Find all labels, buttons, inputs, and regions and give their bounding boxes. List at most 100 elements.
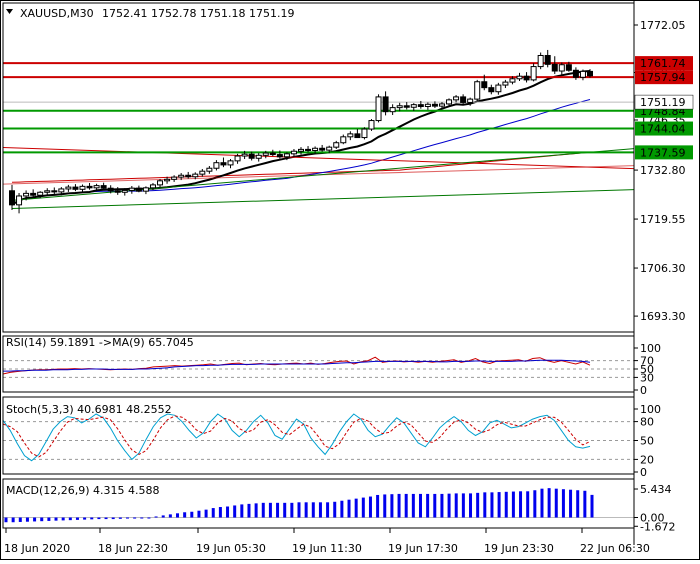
candle[interactable] <box>396 102 403 112</box>
candle[interactable] <box>305 146 312 153</box>
candle[interactable] <box>192 172 199 180</box>
candle[interactable] <box>255 153 262 162</box>
candle[interactable] <box>431 101 438 108</box>
candle[interactable] <box>460 94 467 105</box>
candle[interactable] <box>410 103 417 111</box>
candle[interactable] <box>248 151 255 161</box>
candle[interactable] <box>516 72 523 81</box>
candle[interactable] <box>298 147 304 155</box>
candle[interactable] <box>262 150 269 159</box>
candle[interactable] <box>523 72 530 83</box>
candle[interactable] <box>213 160 220 171</box>
candle[interactable] <box>164 176 171 184</box>
candle[interactable] <box>86 183 93 190</box>
candle[interactable] <box>551 56 558 74</box>
candle[interactable] <box>361 127 368 140</box>
candle[interactable] <box>312 146 319 154</box>
candle[interactable] <box>227 158 234 169</box>
candle[interactable] <box>326 145 333 154</box>
candle[interactable] <box>107 185 114 194</box>
candle[interactable] <box>579 69 586 81</box>
price-panel[interactable]: 1772.051759.201746.351732.801719.551706.… <box>2 19 694 323</box>
chart-menu-arrow-icon[interactable] <box>6 9 13 14</box>
candle[interactable] <box>544 49 551 68</box>
candle[interactable] <box>572 67 579 80</box>
candle[interactable] <box>44 188 51 196</box>
candle[interactable] <box>537 52 544 70</box>
candle[interactable] <box>269 149 276 157</box>
candle[interactable] <box>185 171 192 179</box>
candle[interactable] <box>72 184 79 192</box>
candle[interactable] <box>474 79 481 102</box>
candle[interactable] <box>389 104 396 116</box>
candle[interactable] <box>128 185 135 194</box>
candle[interactable] <box>495 82 502 95</box>
candle[interactable] <box>354 129 361 139</box>
candle[interactable] <box>283 152 290 161</box>
candle[interactable] <box>58 187 65 196</box>
candle[interactable] <box>16 193 23 214</box>
bull-candle-body <box>37 191 44 196</box>
candle[interactable] <box>93 183 100 192</box>
candle[interactable] <box>276 150 283 159</box>
candle[interactable] <box>481 74 488 91</box>
candle[interactable] <box>347 131 354 141</box>
candle[interactable] <box>241 150 248 159</box>
candle[interactable] <box>30 189 37 198</box>
candle[interactable] <box>488 84 495 95</box>
candle[interactable] <box>199 168 206 177</box>
candle[interactable] <box>23 190 30 201</box>
candle[interactable] <box>114 187 121 195</box>
candle[interactable] <box>9 184 15 211</box>
candle[interactable] <box>509 76 516 85</box>
candle[interactable] <box>171 175 178 182</box>
candle[interactable] <box>424 102 431 110</box>
candle[interactable] <box>375 94 382 123</box>
candle[interactable] <box>290 149 297 157</box>
candle[interactable] <box>206 166 213 174</box>
candle[interactable] <box>220 157 227 168</box>
panel-header-price: XAUUSD,M30 1752.41 1752.78 1751.18 1751.… <box>6 7 294 20</box>
candle[interactable] <box>340 134 347 145</box>
bear-candle-body <box>220 162 227 166</box>
macd-histogram-bar <box>290 502 294 518</box>
candle[interactable] <box>438 102 445 110</box>
candle[interactable] <box>530 63 537 82</box>
candle[interactable] <box>382 91 389 116</box>
candle[interactable] <box>37 191 44 199</box>
candle[interactable] <box>142 186 149 195</box>
candle[interactable] <box>319 144 326 152</box>
candle[interactable] <box>234 153 241 164</box>
candle[interactable] <box>587 69 593 78</box>
candle[interactable] <box>100 182 107 189</box>
candle[interactable] <box>135 185 142 193</box>
candle[interactable] <box>333 140 340 150</box>
candle[interactable] <box>368 119 375 131</box>
time-tick-label: 18 Jun 2020 <box>4 542 70 555</box>
macd-histogram-bar <box>47 517 51 521</box>
candle[interactable] <box>51 187 58 195</box>
candle[interactable] <box>65 184 72 192</box>
candle[interactable] <box>79 184 86 193</box>
macd-panel[interactable]: 5.434 0.00-1.672 <box>3 483 675 533</box>
candle[interactable] <box>453 95 460 103</box>
macd-histogram-bar <box>4 517 8 523</box>
candle[interactable] <box>178 173 185 181</box>
candle[interactable] <box>403 102 410 110</box>
candle[interactable] <box>417 100 424 109</box>
candle[interactable] <box>565 61 572 72</box>
level-tag <box>635 145 693 160</box>
candle[interactable] <box>502 79 509 89</box>
candle[interactable] <box>157 178 164 188</box>
macd-histogram-bar <box>540 488 544 518</box>
macd-histogram-bar <box>454 493 458 518</box>
bull-candle-body <box>446 99 453 105</box>
candle[interactable] <box>558 62 565 75</box>
candle[interactable] <box>446 98 453 107</box>
candle[interactable] <box>467 97 474 106</box>
candle[interactable] <box>121 188 128 196</box>
candle[interactable] <box>149 183 156 191</box>
